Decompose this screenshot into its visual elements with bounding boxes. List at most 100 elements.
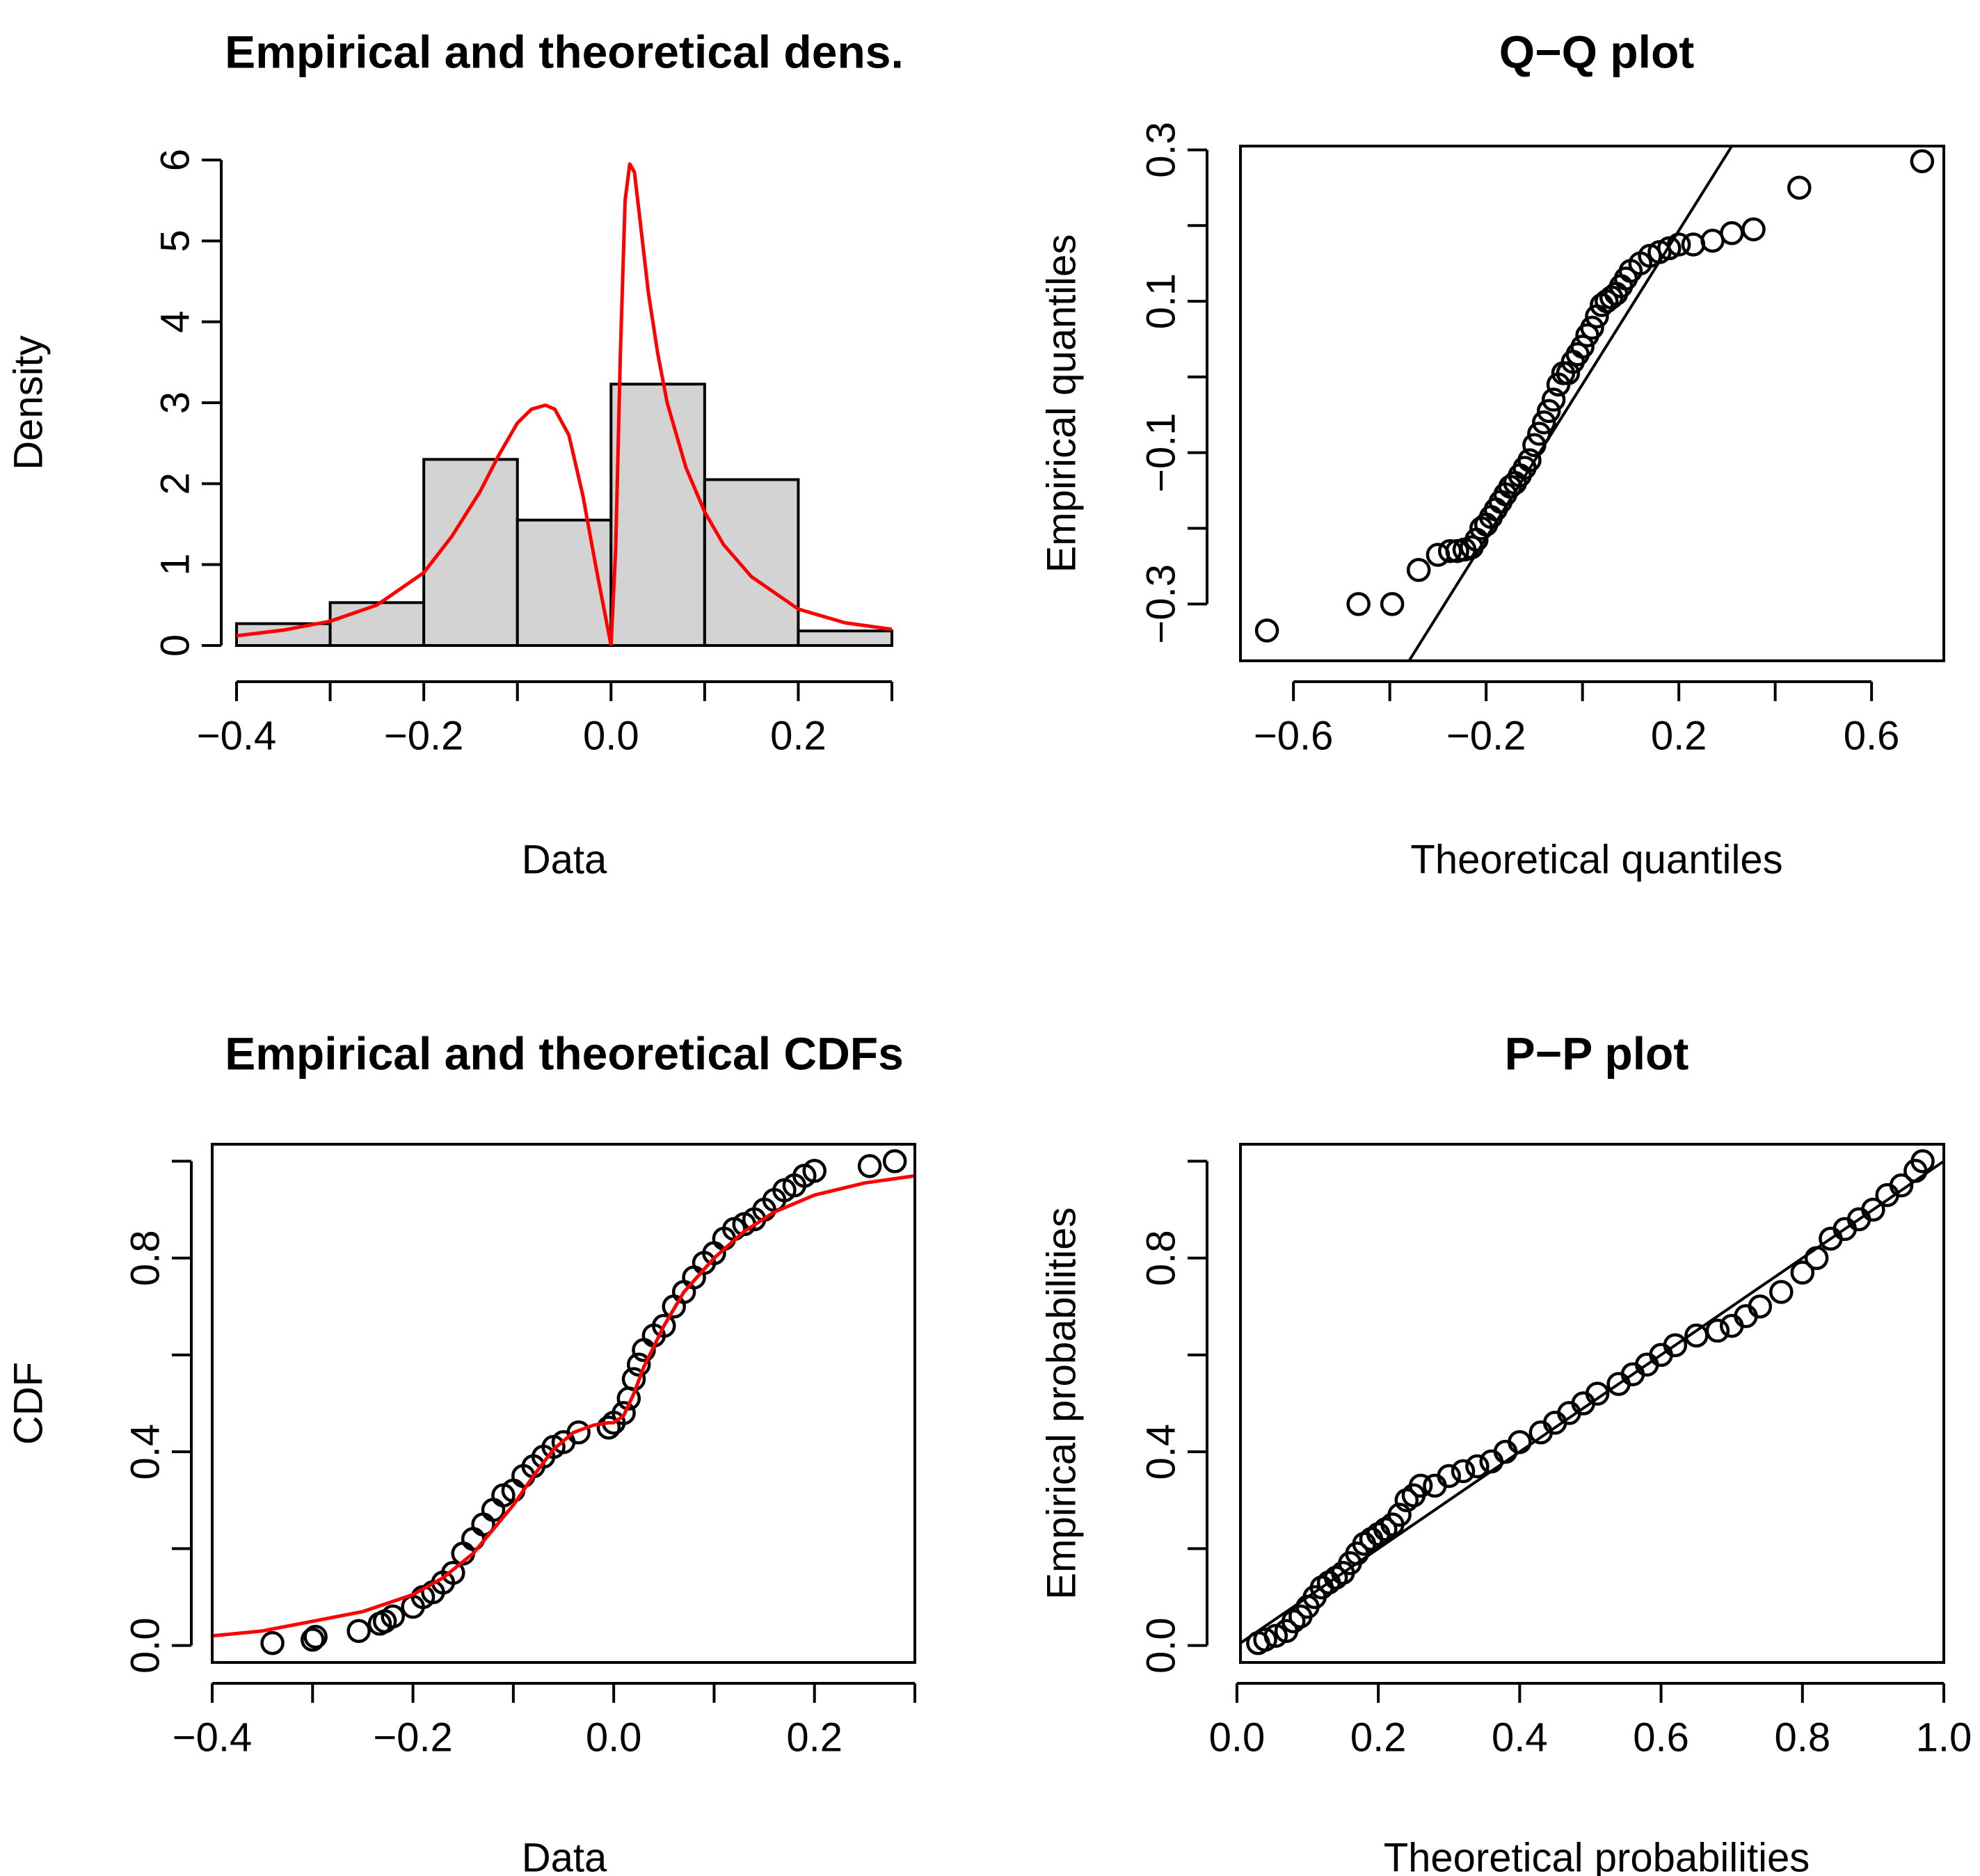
plot-frame [1239, 1143, 1945, 1664]
y-tick-label: 6 [152, 149, 198, 171]
data-point [303, 1624, 328, 1649]
data-point [882, 1149, 907, 1173]
fitted-curve [212, 1173, 915, 1638]
x-tick-label: 0.4 [1492, 1715, 1548, 1760]
data-point [1408, 1473, 1433, 1498]
data-point [1380, 592, 1405, 616]
data-point [1570, 335, 1595, 359]
data-point [1254, 618, 1279, 643]
data-point [381, 1604, 405, 1629]
y-tick-label: 0.4 [1138, 1424, 1183, 1480]
y-tick-label: 4 [152, 311, 198, 333]
data-point [1536, 399, 1561, 424]
x-tick-label: 0.8 [1774, 1715, 1830, 1760]
data-point [1861, 1197, 1885, 1222]
data-point [1741, 217, 1766, 241]
x-tick-label: −0.4 [173, 1715, 253, 1760]
data-point [1666, 232, 1691, 257]
data-point [1585, 1381, 1610, 1406]
histogram-bars [235, 383, 894, 648]
data-point [802, 1159, 827, 1183]
data-point [1663, 1333, 1688, 1358]
panel-density: Empirical and theoretical dens. Data Densi… [6, 26, 903, 882]
data-point [1437, 1464, 1461, 1489]
data-point [1387, 1502, 1412, 1527]
plot-frame [211, 1143, 916, 1664]
data-point [1556, 361, 1581, 385]
chart-title: Empirical and theoretical dens. [225, 26, 904, 77]
x-axis-label: Theoretical probabilities [1384, 1835, 1810, 1876]
x-tick-label: 0.2 [1350, 1715, 1407, 1760]
histogram-bar [516, 518, 613, 648]
histogram-bar [797, 630, 894, 647]
data-points [260, 1149, 907, 1655]
histogram-bar [609, 383, 706, 647]
y-axis: −0.3 −0.1 0.1 0.3 [1138, 122, 1208, 644]
y-axis: 0.0 0.4 0.8 [122, 1160, 193, 1674]
x-tick-label: 0.2 [770, 713, 827, 758]
data-point [481, 1498, 506, 1522]
data-point [1532, 410, 1556, 435]
y-tick-label: 5 [152, 230, 198, 252]
y-tick-label: 0.1 [1138, 273, 1183, 330]
data-point [612, 1401, 636, 1425]
y-tick-label: 0.0 [1138, 1617, 1183, 1674]
data-point [1681, 232, 1706, 257]
y-tick-label: 0 [152, 634, 198, 657]
x-tick-label: −0.2 [373, 1715, 453, 1760]
x-axis: −0.4 −0.2 0.0 0.2 [197, 680, 893, 758]
x-tick-label: 0.6 [1633, 1715, 1689, 1760]
reference-line [1407, 146, 1734, 661]
y-axis: 0 1 2 3 4 5 6 [152, 149, 223, 657]
y-axis: 0.0 0.4 0.8 [1138, 1160, 1208, 1674]
y-tick-label: 0.0 [122, 1617, 168, 1674]
x-axis: −0.6 −0.2 0.2 0.6 [1254, 680, 1899, 758]
x-tick-label: 0.2 [1651, 713, 1707, 758]
x-tick-label: 0.0 [586, 1715, 642, 1760]
x-tick-label: 0.0 [583, 713, 639, 758]
data-point [1406, 558, 1431, 582]
x-axis-label: Theoretical quantiles [1410, 837, 1782, 882]
x-axis-label: Data [522, 837, 607, 882]
histogram-bar [328, 601, 426, 647]
y-tick-label: 0.3 [1138, 122, 1183, 178]
plot-frame [1239, 145, 1945, 662]
y-tick-label: 2 [152, 472, 198, 495]
y-axis-label: Empirical quantiles [1039, 234, 1084, 573]
x-tick-label: 0.2 [786, 1715, 843, 1760]
data-point [260, 1630, 285, 1655]
data-point [1769, 1280, 1794, 1304]
data-point [1517, 448, 1542, 472]
data-point [1426, 543, 1451, 567]
y-axis-label: CDF [6, 1362, 51, 1445]
data-point [1804, 1246, 1829, 1270]
data-point [1748, 1294, 1773, 1319]
x-tick-label: −0.6 [1254, 713, 1334, 758]
x-tick-label: −0.2 [1446, 713, 1526, 758]
chart-title: P−P plot [1505, 1027, 1689, 1079]
y-tick-label: 0.4 [122, 1424, 168, 1480]
x-axis-label: Data [522, 1835, 607, 1876]
data-point [301, 1628, 325, 1652]
y-tick-label: −0.1 [1138, 412, 1183, 492]
data-point [1508, 1429, 1532, 1454]
y-tick-label: 1 [152, 554, 198, 576]
data-point [1787, 175, 1812, 200]
y-axis-label: Empirical probabilities [1039, 1207, 1084, 1599]
data-point [1910, 149, 1935, 174]
data-points [1246, 1149, 1935, 1655]
chart-title: Q−Q plot [1499, 26, 1695, 77]
data-point [626, 1352, 651, 1377]
data-point [1705, 1318, 1730, 1343]
data-point [1465, 1454, 1490, 1479]
x-tick-label: −0.2 [384, 713, 464, 758]
data-point [1527, 422, 1551, 446]
fitted-curve [237, 162, 892, 646]
data-point [1451, 1459, 1476, 1484]
data-point [652, 1313, 676, 1338]
data-point [1253, 1628, 1277, 1652]
data-point [1522, 433, 1547, 458]
x-axis: 0.0 0.2 0.4 0.6 0.8 1.0 [1209, 1682, 1972, 1760]
data-point [346, 1619, 371, 1643]
